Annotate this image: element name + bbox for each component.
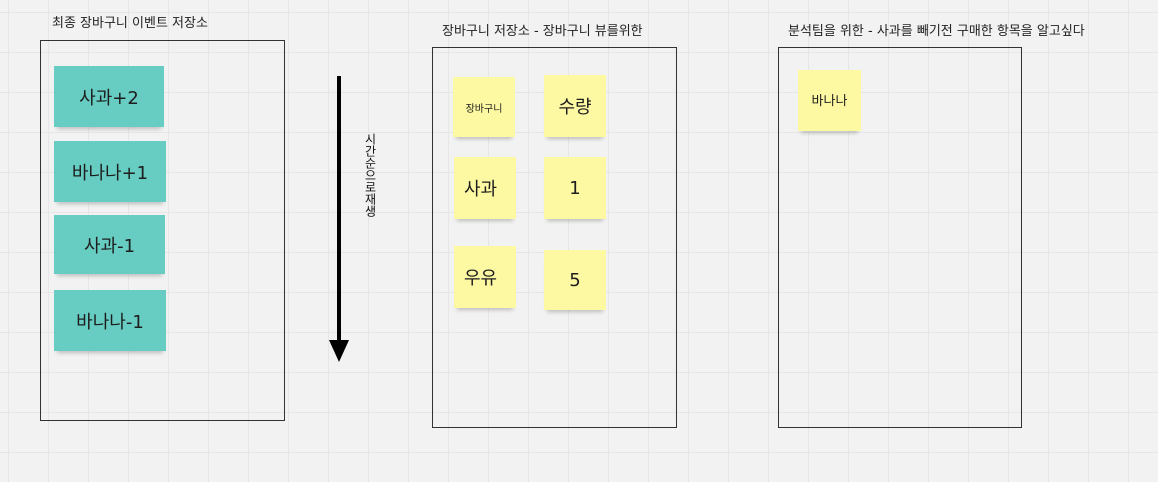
timeline-label: 시간순으로재생 [363, 133, 377, 217]
analysis-item-note[interactable]: 바나나 [798, 70, 861, 131]
event-store-frame[interactable] [40, 40, 285, 421]
cart-item-note[interactable]: 우유 [454, 246, 516, 308]
cart-quantity-note[interactable]: 1 [544, 157, 606, 219]
event-note[interactable]: 바나나+1 [54, 141, 166, 202]
analysis-title: 분석팀을 위한 - 사과를 빼기전 구매한 항목을 알고싶다 [788, 24, 1085, 39]
analysis-frame[interactable] [778, 47, 1022, 428]
event-note[interactable]: 사과-1 [54, 215, 165, 274]
cart-item-note[interactable]: 사과 [454, 157, 516, 219]
cart-store-frame[interactable] [432, 47, 677, 428]
event-store-title: 최종 장바구니 이벤트 저장소 [52, 16, 208, 31]
quantity-header-note[interactable]: 수량 [544, 75, 606, 137]
event-note[interactable]: 사과+2 [54, 66, 164, 127]
event-note[interactable]: 바나나-1 [54, 290, 166, 351]
cart-store-title: 장바구니 저장소 - 장바구니 뷰를위한 [442, 24, 643, 39]
cart-header-note[interactable]: 장바구니 [453, 77, 515, 137]
cart-quantity-note[interactable]: 5 [544, 250, 606, 310]
